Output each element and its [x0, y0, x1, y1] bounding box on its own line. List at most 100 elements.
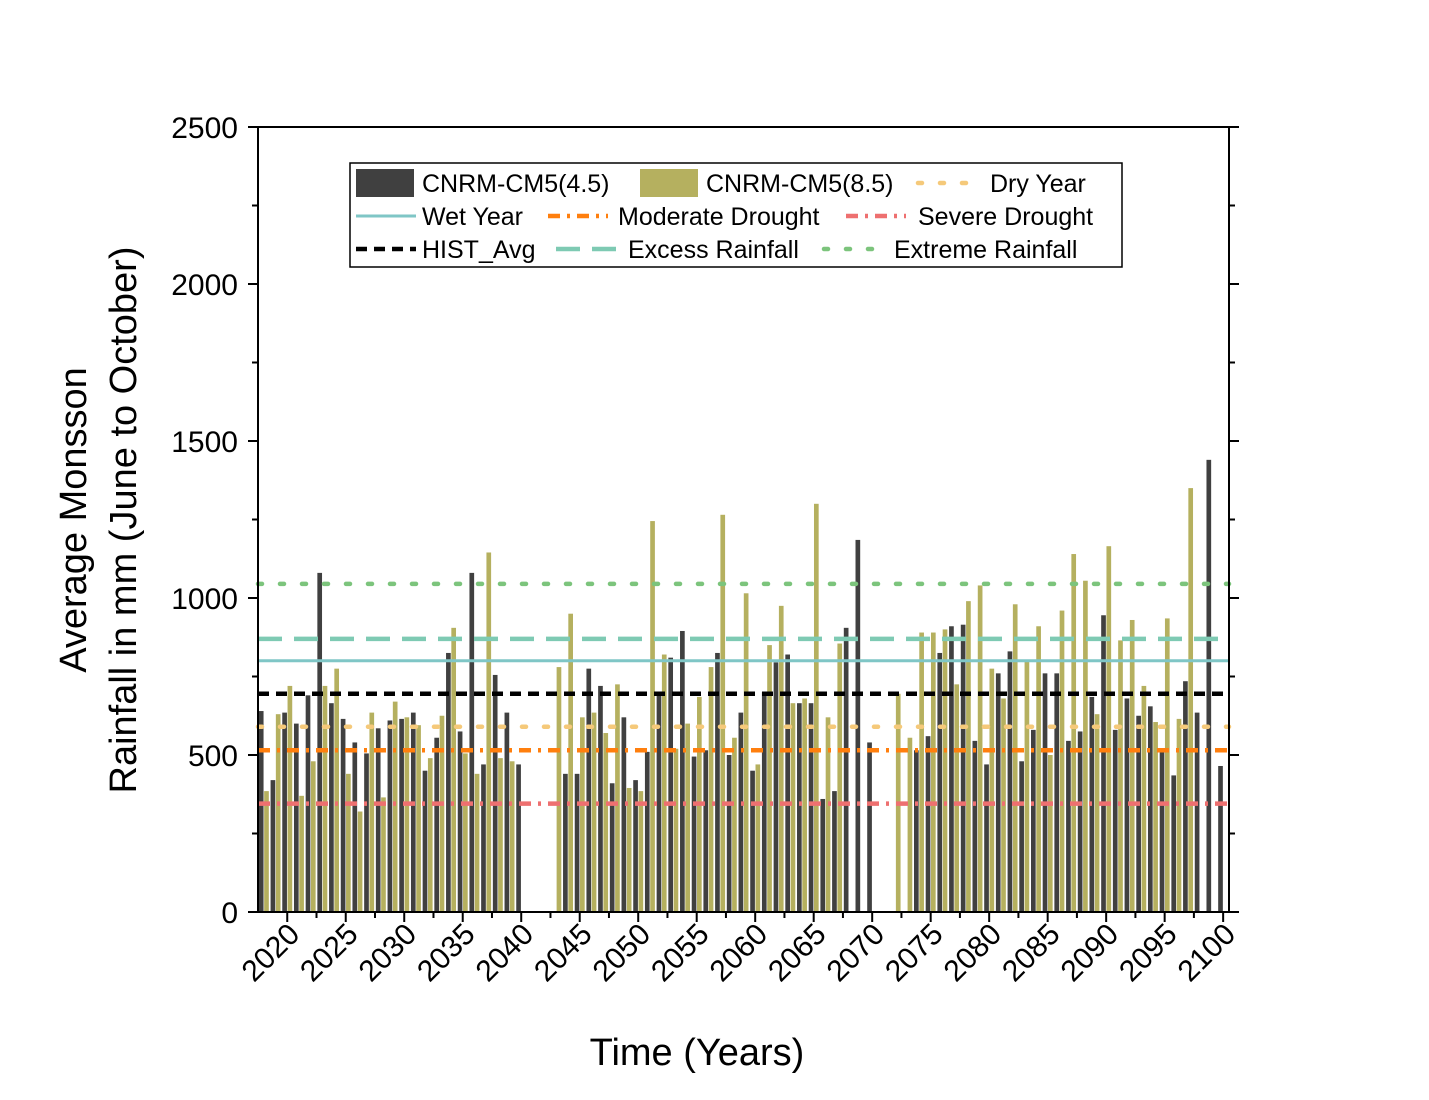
- bar-rcp45-2099: [1206, 459, 1212, 912]
- bar-rcp45-2028: [375, 728, 381, 912]
- y-axis-title-line-1: Average Monsson: [53, 367, 95, 673]
- legend-label: Excess Rainfall: [628, 236, 799, 264]
- bar-rcp45-2037: [481, 764, 486, 912]
- bar-rcp85-2023: [322, 685, 328, 912]
- bar-rcp45-2047: [598, 685, 603, 912]
- bar-rcp45-2059: [738, 712, 744, 912]
- bar-rcp45-2026: [352, 742, 358, 912]
- bar-rcp45-2063: [785, 654, 790, 912]
- bar-rcp85-2020: [287, 685, 293, 912]
- legend-label: Wet Year: [422, 203, 523, 231]
- bar-rcp45-2068: [843, 627, 849, 912]
- bar-rcp85-2078: [966, 601, 971, 912]
- bar-rcp85-2051: [650, 521, 655, 912]
- bar-rcp45-2060: [750, 770, 755, 912]
- bar-rcp45-2065: [808, 703, 814, 912]
- bar-rcp45-2083: [1019, 761, 1024, 912]
- bar-rcp85-2060: [755, 764, 761, 912]
- bar-rcp45-2074: [914, 750, 919, 912]
- bar-rcp85-2091: [1118, 640, 1123, 912]
- bar-rcp45-2085: [1042, 673, 1048, 912]
- bar-rcp85-2047: [603, 733, 609, 912]
- bar-rcp45-2046: [586, 668, 592, 912]
- bar-rcp45-2045: [574, 773, 580, 912]
- legend-label: HIST_Avg: [422, 236, 535, 264]
- bar-rcp45-2051: [644, 751, 650, 912]
- bar-rcp45-2058: [726, 755, 732, 912]
- x-tick-label: 2075: [879, 918, 950, 989]
- bar-rcp45-2096: [1171, 775, 1177, 912]
- bar-rcp85-2044: [568, 613, 573, 912]
- bar-rcp85-2057: [720, 514, 726, 912]
- bar-rcp45-2081: [995, 673, 1001, 912]
- bar-rcp85-2053: [673, 748, 679, 912]
- bar-rcp85-2059: [743, 593, 749, 912]
- bar-rcp85-2076: [942, 629, 948, 912]
- y-axis-title-line-2: Rainfall in mm (June to October): [103, 247, 145, 794]
- bar-rcp85-2048: [615, 684, 620, 912]
- bar-rcp85-2064: [802, 698, 807, 912]
- x-tick-label: 2085: [996, 918, 1067, 989]
- bar-rcp45-2086: [1054, 673, 1060, 912]
- bar-rcp85-2086: [1059, 610, 1065, 912]
- y-tick-label: 500: [188, 740, 238, 773]
- legend-label: Dry Year: [990, 170, 1086, 198]
- bar-rcp85-2049: [626, 787, 632, 912]
- y-tick-label: 1500: [171, 426, 238, 459]
- bar-rcp85-2080: [989, 668, 995, 912]
- bar-rcp85-2097: [1188, 488, 1194, 912]
- legend-label: Extreme Rainfall: [894, 236, 1077, 264]
- bar-rcp45-2055: [691, 756, 697, 912]
- bar-rcp85-2092: [1129, 619, 1135, 912]
- bar-rcp85-2075: [930, 632, 936, 912]
- y-tick-label: 2500: [171, 112, 238, 145]
- bar-rcp45-2031: [410, 712, 416, 912]
- bar-rcp85-2062: [778, 605, 784, 912]
- bar-rcp45-2040: [516, 764, 521, 912]
- legend-box: [349, 162, 1123, 268]
- bar-rcp45-2100: [1218, 765, 1223, 912]
- bar-rcp85-2083: [1024, 660, 1030, 912]
- bar-rcp85-2030: [404, 717, 410, 912]
- bar-rcp85-2085: [1047, 755, 1053, 912]
- bar-rcp45-2038: [492, 674, 498, 912]
- legend-label: Severe Drought: [918, 203, 1093, 231]
- bar-rcp85-2087: [1071, 554, 1077, 912]
- bar-rcp85-2061: [767, 645, 772, 912]
- bar-rcp85-2084: [1036, 626, 1041, 912]
- bar-rcp85-2094: [1153, 722, 1158, 912]
- bar-rcp45-2033: [434, 737, 440, 912]
- bar-rcp85-2088: [1083, 580, 1088, 912]
- bar-rcp85-2039: [509, 761, 515, 912]
- x-tick-label: 2050: [587, 918, 658, 989]
- x-tick-label: 2040: [470, 918, 541, 989]
- bar-rcp85-2074: [919, 632, 924, 912]
- legend-swatch: [356, 169, 414, 197]
- legend-label: Moderate Drought: [618, 203, 820, 231]
- bar-rcp45-2070: [867, 742, 872, 912]
- bar-rcp45-2098: [1194, 712, 1200, 912]
- x-tick-label: 2065: [762, 918, 833, 989]
- bar-rcp45-2029: [387, 720, 393, 912]
- bar-rcp45-2035: [457, 731, 463, 912]
- bar-rcp45-2054: [680, 630, 685, 912]
- bar-rcp45-2025: [340, 718, 346, 912]
- bar-rcp85-2036: [474, 773, 480, 912]
- x-tick-label: 2100: [1172, 918, 1243, 989]
- x-tick-label: 2070: [821, 918, 892, 989]
- bar-rcp45-2082: [1007, 651, 1013, 912]
- bar-rcp85-2045: [580, 717, 585, 912]
- bar-rcp45-2036: [469, 572, 475, 912]
- bar-rcp85-2052: [661, 654, 667, 912]
- bar-rcp45-2062: [773, 662, 779, 912]
- bar-rcp85-2065: [813, 503, 819, 912]
- bar-rcp45-2094: [1147, 706, 1153, 912]
- bar-rcp85-2018: [264, 791, 269, 912]
- bar-rcp45-2075: [925, 736, 931, 912]
- bar-rcp85-2050: [638, 791, 644, 912]
- bar-rcp85-2033: [439, 715, 445, 912]
- x-tick-label: 2055: [645, 918, 716, 989]
- bar-rcp45-2019: [270, 780, 276, 912]
- bar-rcp45-2097: [1183, 681, 1188, 912]
